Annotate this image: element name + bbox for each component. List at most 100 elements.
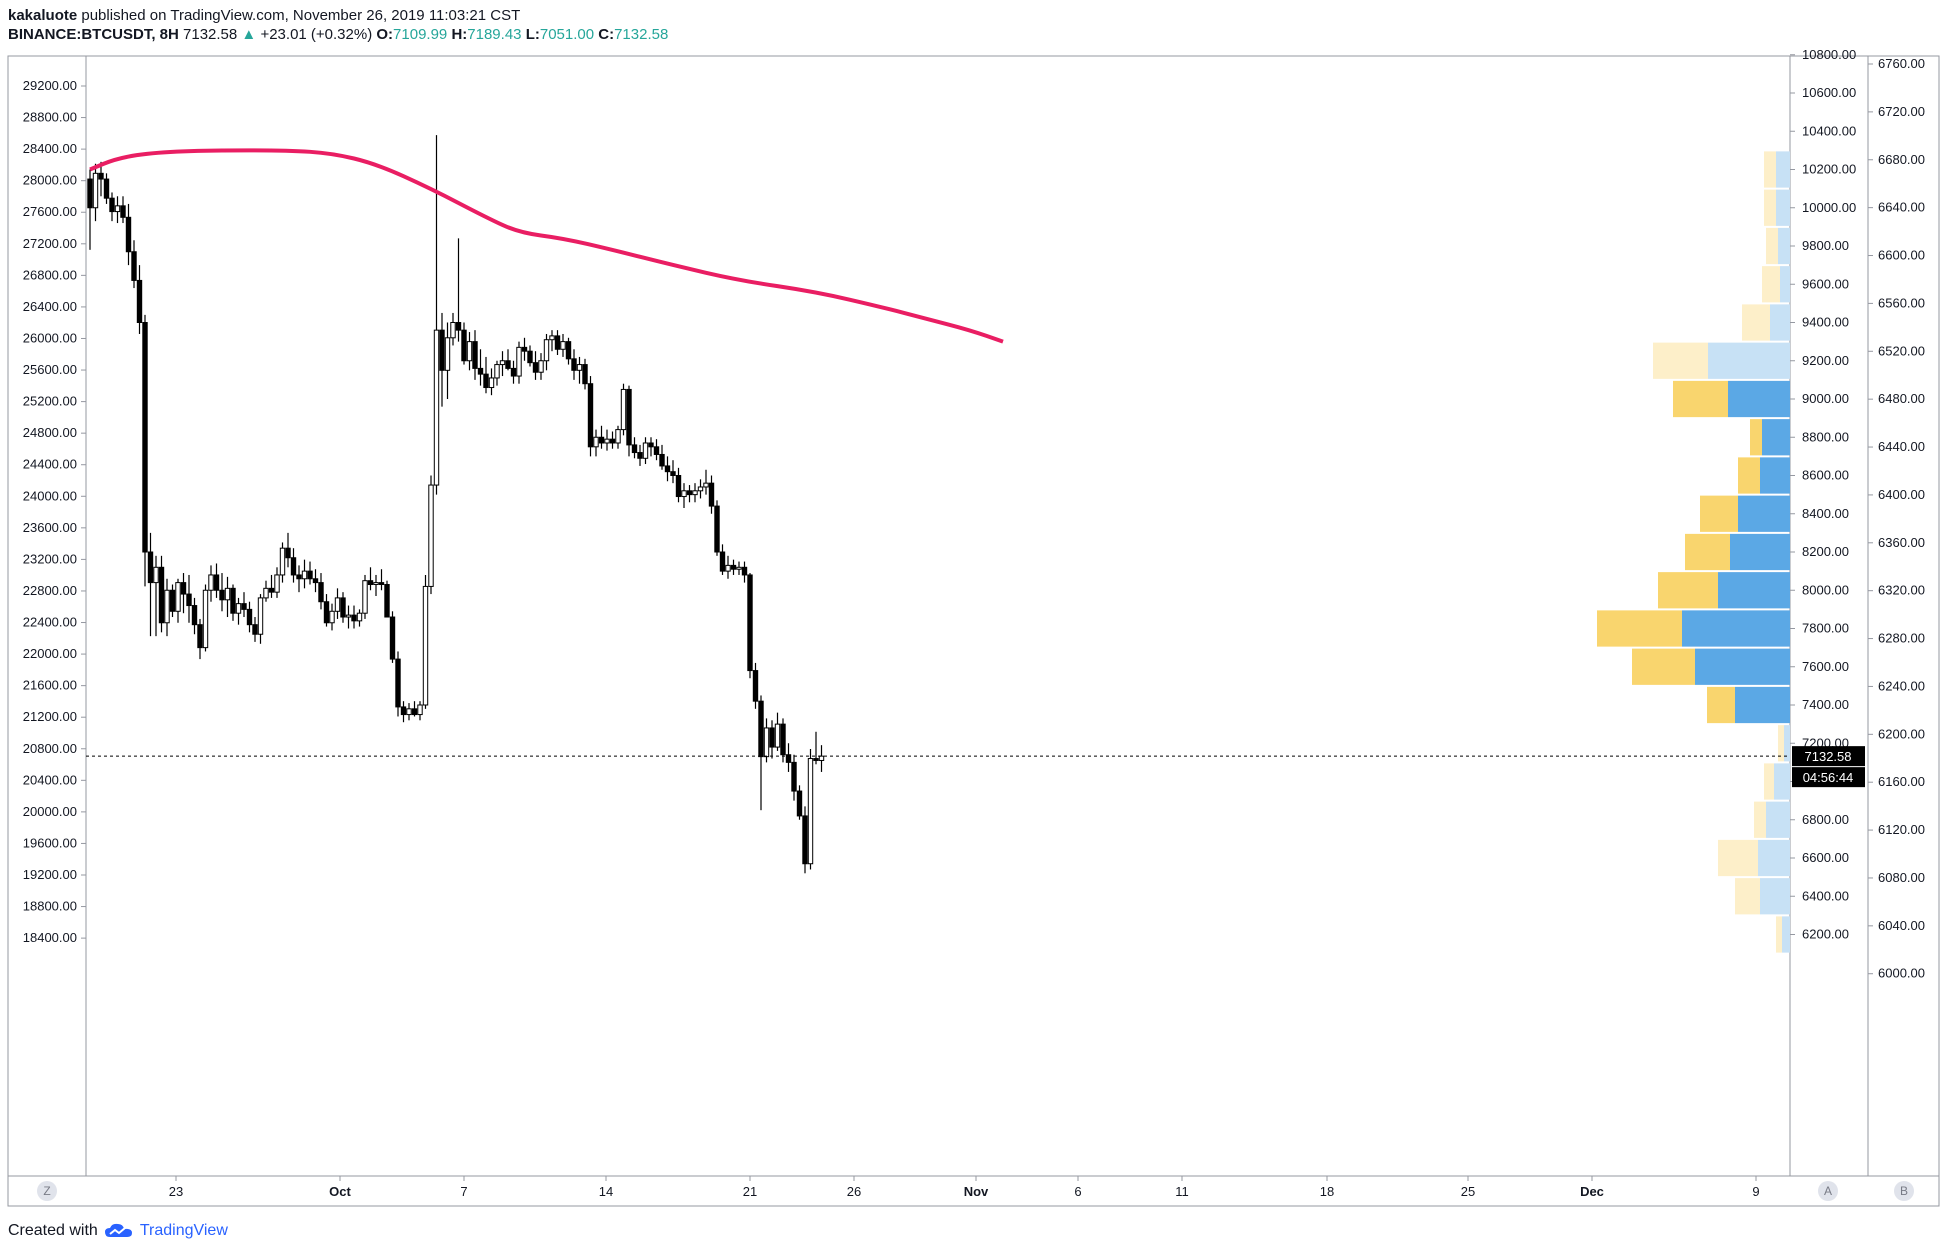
candles-layer <box>87 135 825 874</box>
candle <box>703 469 709 495</box>
countdown-text: 04:56:44 <box>1803 770 1854 785</box>
vp-up-bar <box>1762 419 1790 456</box>
candle-down <box>158 566 165 624</box>
left-axis-label: 22000.00 <box>23 646 77 661</box>
right-axis-label: 8000.00 <box>1802 582 1849 597</box>
candle <box>323 594 330 627</box>
candle <box>598 425 605 449</box>
candle-down <box>675 475 682 498</box>
candle <box>362 574 368 619</box>
candle <box>444 322 451 399</box>
candle <box>219 573 225 612</box>
vp-down-bar <box>1658 572 1718 609</box>
vp-down-bar <box>1764 189 1776 226</box>
candle <box>730 559 737 575</box>
zoom-button-label[interactable]: Z <box>43 1184 50 1198</box>
left-axis-label: 18800.00 <box>23 899 77 914</box>
candle-down <box>741 566 748 576</box>
right-axis-label: 9400.00 <box>1802 315 1849 330</box>
candle-down <box>461 329 467 362</box>
candle <box>785 743 792 772</box>
candle <box>532 351 539 380</box>
auto-scale-button[interactable]: A <box>1818 1181 1838 1201</box>
low-value: 7051.00 <box>539 26 595 43</box>
candle <box>367 567 374 591</box>
vp-up-bar <box>1738 495 1790 532</box>
zoom-button[interactable]: Z <box>37 1181 57 1201</box>
candle <box>708 475 715 514</box>
candle <box>670 460 676 484</box>
candle-down <box>747 574 753 672</box>
candle <box>516 341 522 384</box>
left-axis-label: 22400.00 <box>23 615 77 630</box>
candle-up <box>763 727 770 758</box>
right-axis-label: 9600.00 <box>1802 276 1849 291</box>
vp-down-bar <box>1754 801 1766 838</box>
candle-down <box>131 251 137 281</box>
author-name[interactable]: kakaluote <box>8 7 78 24</box>
candle-down <box>664 465 671 473</box>
candle-up <box>725 564 731 572</box>
candle <box>527 345 533 367</box>
time-axis-label: 14 <box>599 1184 613 1199</box>
candle <box>235 597 242 625</box>
candle <box>653 439 660 461</box>
low-label: L: <box>525 26 540 43</box>
candle-down <box>241 603 247 610</box>
close-label: C: <box>598 26 615 43</box>
candle <box>136 265 143 334</box>
left-axis-label: 19200.00 <box>23 867 77 882</box>
log-scale-button-bg[interactable] <box>1894 1181 1914 1201</box>
candle <box>736 561 742 575</box>
candle <box>202 584 209 652</box>
candle <box>488 368 495 396</box>
candle-up <box>257 597 264 635</box>
vp-up-bar <box>1760 878 1790 915</box>
candle-down <box>103 178 110 199</box>
candle-up <box>444 337 451 371</box>
right2-axis-label: 6560.00 <box>1878 295 1925 310</box>
tradingview-brand[interactable]: TradingView <box>139 1222 228 1239</box>
right-axis-area[interactable] <box>1789 55 1940 1177</box>
candle <box>351 605 357 629</box>
tradingview-cloud-icon <box>104 1223 132 1237</box>
candle <box>802 806 808 874</box>
left-axis-label: 25600.00 <box>23 362 77 377</box>
candle-up <box>274 574 280 593</box>
log-scale-button-label[interactable]: B <box>1900 1184 1908 1198</box>
left-axis-label: 28400.00 <box>23 141 77 156</box>
plot-area[interactable] <box>85 55 1791 1177</box>
candle-down <box>587 383 594 448</box>
zoom-button-bg[interactable] <box>37 1181 57 1201</box>
left-axis-area[interactable] <box>7 55 87 1177</box>
candle <box>246 601 253 633</box>
ohlc-line: BINANCE:BTCUSDT, 8H 7132.58 ▲ +23.01 (+0… <box>8 25 668 44</box>
candle <box>164 578 170 637</box>
candle-up <box>681 490 687 498</box>
candle <box>197 618 203 660</box>
candle <box>648 437 654 457</box>
candle-up <box>334 597 341 612</box>
candle-down <box>323 601 330 624</box>
candle-down <box>802 815 808 865</box>
log-scale-button[interactable]: B <box>1894 1181 1914 1201</box>
candle-down <box>340 597 346 618</box>
right-axis-label: 10600.00 <box>1802 85 1856 100</box>
left-axis-label: 24400.00 <box>23 457 77 472</box>
candle <box>637 444 643 466</box>
vp-up-bar <box>1730 533 1790 571</box>
candle-up <box>620 388 627 431</box>
left-axis-label: 18400.00 <box>23 930 77 945</box>
candle <box>307 561 313 585</box>
publish-line: kakaluote published on TradingView.com, … <box>8 6 668 25</box>
candle <box>609 431 616 449</box>
candle-down <box>87 178 93 209</box>
time-axis-area[interactable] <box>7 1175 1940 1207</box>
candle-down <box>483 373 489 389</box>
candle-down <box>813 758 819 761</box>
auto-scale-button-label[interactable]: A <box>1824 1184 1832 1198</box>
auto-scale-button-bg[interactable] <box>1818 1181 1838 1201</box>
candle-down <box>252 624 258 635</box>
candle <box>741 561 748 583</box>
